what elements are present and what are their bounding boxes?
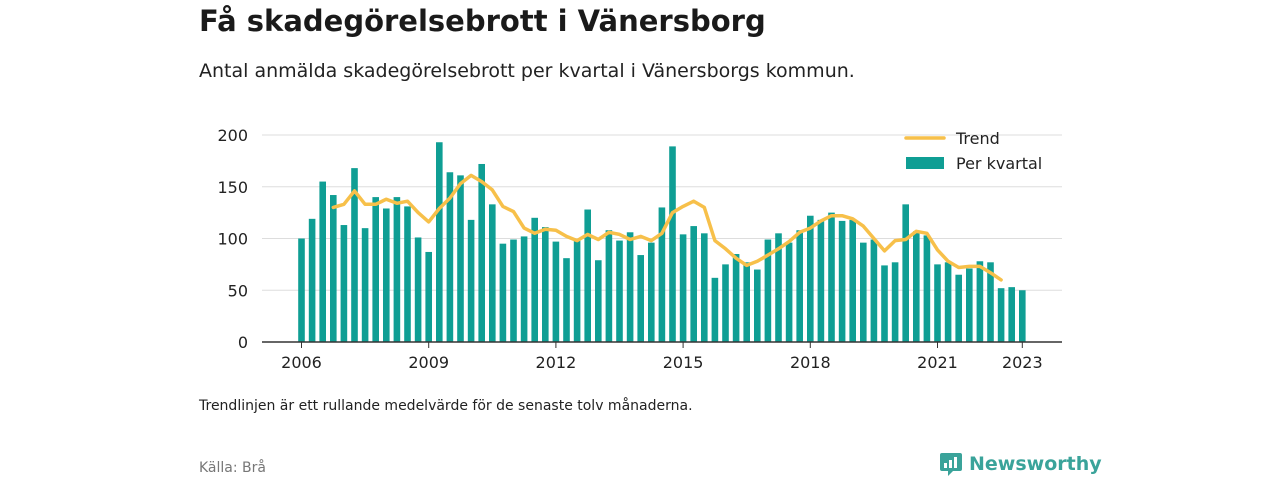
bar <box>658 207 666 342</box>
bar <box>679 234 687 342</box>
source-label: Källa: Brå <box>199 460 266 476</box>
bar <box>383 208 390 342</box>
bar <box>1008 287 1015 342</box>
bar <box>711 277 719 342</box>
chart-title: Få skadegörelsebrott i Vänersborg <box>199 4 766 38</box>
x-tick-label: 2018 <box>790 353 831 372</box>
bar <box>584 209 591 342</box>
bar <box>944 262 952 342</box>
bar <box>595 260 602 342</box>
bar <box>361 228 369 342</box>
bar-series <box>298 142 1026 342</box>
bar <box>902 204 909 342</box>
bar <box>436 142 443 342</box>
bar <box>817 219 825 342</box>
bar <box>775 233 782 342</box>
y-tick-label: 0 <box>238 333 248 352</box>
bar <box>669 146 676 342</box>
bar <box>351 168 358 342</box>
x-tick-label: 2015 <box>663 353 704 372</box>
bar <box>764 239 772 342</box>
chart-area: 0 50 100 150 200 2006 2009 2012 2015 2018 2021 2023… <box>217 126 1062 372</box>
bar <box>732 254 740 342</box>
bar <box>552 241 560 342</box>
bar <box>881 265 888 342</box>
bar <box>966 268 973 342</box>
bar <box>934 264 941 342</box>
bar <box>457 175 464 342</box>
bar <box>785 242 793 342</box>
x-tick-label: 2012 <box>536 353 577 372</box>
bar <box>626 232 634 342</box>
bar <box>616 240 623 342</box>
bar <box>743 262 750 342</box>
y-tick-label: 200 <box>217 126 248 145</box>
bar <box>860 242 867 342</box>
bar <box>499 243 507 342</box>
bar <box>828 212 835 342</box>
bar <box>319 181 326 342</box>
y-tick-label: 150 <box>217 178 248 197</box>
bar <box>913 231 920 342</box>
bar <box>605 230 613 342</box>
bar <box>478 163 485 342</box>
y-tick-label: 50 <box>228 281 248 300</box>
bar <box>330 195 337 342</box>
bar <box>955 274 962 342</box>
legend-bar-label: Per kvartal <box>956 154 1042 173</box>
x-tick-label: 2021 <box>917 353 958 372</box>
bar <box>870 239 878 342</box>
bar <box>446 172 454 342</box>
x-tick-label: 2006 <box>281 353 322 372</box>
bar <box>690 226 697 342</box>
trend-series <box>331 173 1003 282</box>
bar <box>573 240 581 342</box>
brand-name: Newsworthy <box>969 453 1102 475</box>
newsworthy-logo-icon <box>940 453 962 476</box>
bar <box>489 204 496 342</box>
bar <box>997 288 1005 342</box>
bar <box>542 227 549 342</box>
bar <box>807 215 814 342</box>
x-tick-label: 2023 <box>1002 353 1043 372</box>
trend-line <box>331 173 1003 282</box>
bar <box>510 239 517 342</box>
bar <box>393 197 401 342</box>
legend-trend-label: Trend <box>955 129 1000 148</box>
bar <box>563 258 570 342</box>
bar <box>849 219 856 342</box>
bar <box>340 225 348 342</box>
bar <box>1019 290 1026 342</box>
bar <box>298 238 305 342</box>
bar <box>520 236 528 342</box>
axes: 0 50 100 150 200 2006 2009 2012 2015 2018 2021 2023 <box>217 126 1062 372</box>
legend-bar-swatch <box>906 157 944 169</box>
x-tick-label: 2009 <box>408 353 449 372</box>
bar <box>648 242 655 342</box>
bar <box>308 218 316 342</box>
bar <box>976 261 984 342</box>
bar <box>838 220 846 342</box>
chart-subtitle: Antal anmälda skadegörelsebrott per kvar… <box>199 60 855 82</box>
bar <box>372 197 379 342</box>
brand-logo: Newsworthy <box>939 451 1102 477</box>
y-tick-label: 100 <box>217 230 248 249</box>
bar <box>701 233 708 342</box>
bar <box>425 251 432 342</box>
bar <box>722 264 729 342</box>
bar <box>923 235 931 342</box>
bar <box>987 262 994 342</box>
bar <box>891 262 899 342</box>
bar <box>467 219 475 342</box>
bar <box>796 230 803 342</box>
legend: Trend Per kvartal <box>904 129 1042 173</box>
chart-note: Trendlinjen är ett rullande medelvärde f… <box>199 398 693 414</box>
bar <box>637 255 644 342</box>
bar <box>404 206 411 342</box>
bar <box>754 269 761 342</box>
bar <box>531 217 538 342</box>
bar <box>414 237 422 342</box>
